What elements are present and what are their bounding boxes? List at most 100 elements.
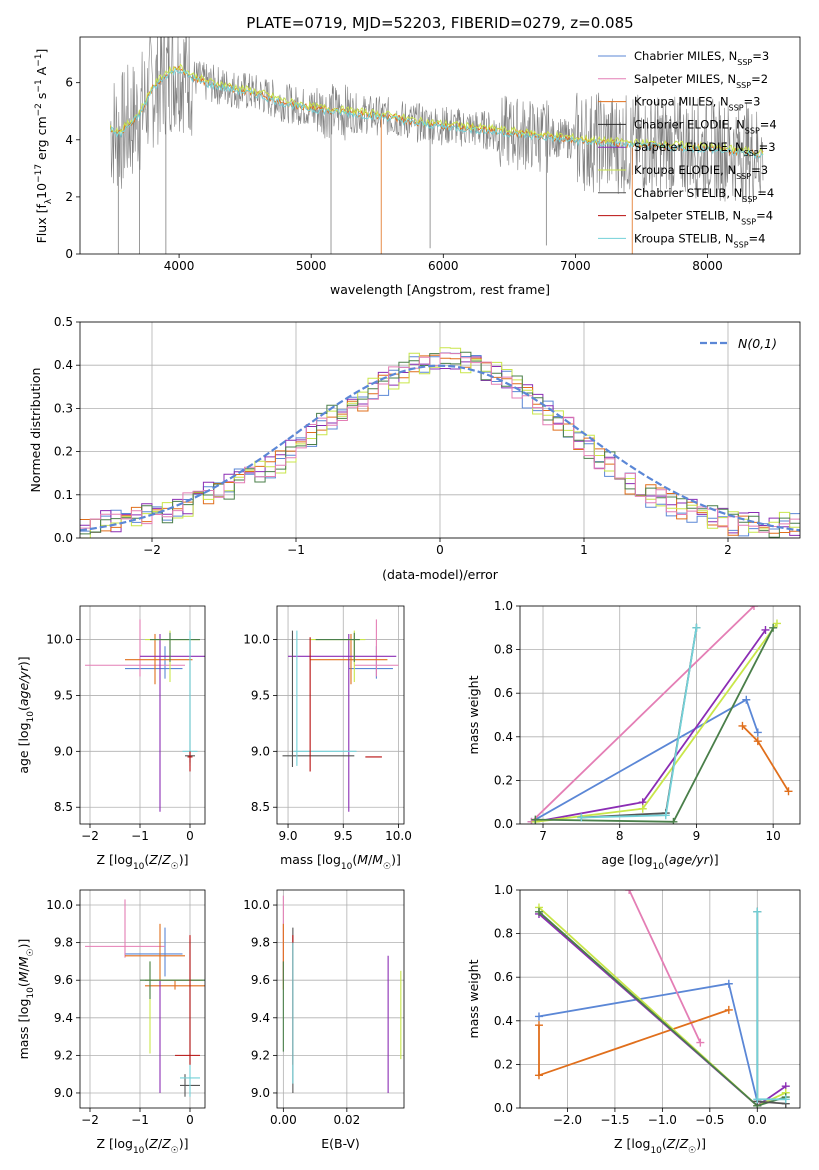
y-axis-label: Normed distribution [28, 368, 43, 493]
y-tick-label: 0.8 [494, 643, 513, 657]
y-tick-label: 9.2 [251, 1048, 270, 1062]
series-marker [738, 721, 747, 730]
series-marker [534, 1012, 543, 1021]
x-tick-label: 7 [539, 829, 547, 843]
x-axis-label: mass [log10(M/M☉)] [280, 852, 401, 872]
series-marker [753, 907, 762, 916]
series-marker [781, 1095, 790, 1104]
legend: Chabrier MILES, NSSP=3 Salpeter MILES, NS… [598, 49, 777, 249]
plot-area [534, 890, 790, 1108]
series-marker [625, 890, 634, 894]
y-tick-label: 0.3 [54, 401, 73, 415]
y-tick-label: 0.2 [494, 773, 513, 787]
legend-label: N(0,1) [738, 336, 777, 351]
axes-frame [79, 321, 801, 539]
x-tick-label: 0 [186, 829, 194, 843]
series-line [530, 606, 755, 823]
y-tick-label: 4 [65, 133, 73, 147]
x-tick-label: 0.0 [748, 1113, 767, 1127]
y-tick-label: 9.0 [251, 1086, 270, 1100]
x-tick-label: 8000 [692, 259, 723, 273]
series-marker [692, 623, 701, 632]
series-marker [534, 907, 543, 916]
x-tick-label: 9.0 [278, 829, 297, 843]
model-spectrum-line [109, 65, 764, 158]
x-axis-label: (data-model)/error [382, 567, 499, 582]
y-axis-label: mass [log10(M/M☉)] [16, 939, 36, 1060]
legend-label: Kroupa MILES, NSSP=3 [634, 95, 760, 113]
y-tick-label: 6 [65, 76, 73, 90]
plot-area [282, 619, 399, 812]
x-tick-label: −0.5 [695, 1113, 724, 1127]
x-tick-label: 4000 [164, 259, 195, 273]
axes-frame [79, 605, 206, 825]
histogram-step [80, 352, 800, 533]
series-marker [724, 979, 733, 988]
x-tick-label: −1 [287, 543, 305, 557]
series-marker [669, 817, 678, 824]
y-tick-label: 0.0 [494, 817, 513, 831]
y-tick-label: 0 [65, 247, 73, 261]
series-marker [577, 813, 586, 822]
y-axis-label: mass weight [466, 959, 481, 1038]
x-tick-label: −2 [81, 1113, 99, 1127]
y-tick-label: 0.6 [494, 970, 513, 984]
plot-area [85, 899, 205, 1097]
y-tick-label: 10.0 [243, 898, 270, 912]
residual-histogram-plot: −2 −1 0 1 2 0.0 0.1 0.2 0.3 0.4 0.5 N(0,1) (data-mod… [28, 315, 801, 582]
y-tick-label: 1.0 [494, 599, 513, 613]
y-tick-label: 0.2 [54, 445, 73, 459]
x-tick-label: 8 [616, 829, 624, 843]
y-tick-label: 0.4 [54, 358, 73, 372]
y-axis-label: Flux [fλ10−17 erg cm−2 s−1 A−1] [34, 49, 54, 244]
y-tick-label: 9.2 [54, 1048, 73, 1062]
y-tick-label: 10.0 [243, 633, 270, 647]
series-marker [661, 811, 670, 820]
series-marker [638, 804, 647, 813]
x-axis-label: Z [log10(Z/Z☉)] [614, 1136, 706, 1156]
x-tick-label: 1 [580, 543, 588, 557]
legend-label: Salpeter STELIB, NSSP=4 [634, 209, 773, 227]
normal-curve [80, 364, 800, 532]
plot-area [85, 619, 205, 812]
x-tick-label: −1 [131, 829, 149, 843]
x-tick-label: 10.0 [385, 829, 412, 843]
legend-label: Chabrier ELODIE, NSSP=4 [634, 117, 777, 135]
plot-area [282, 895, 402, 1093]
series-marker [784, 787, 793, 796]
y-tick-label: 9.4 [251, 1011, 270, 1025]
y-tick-label: 10.0 [46, 633, 73, 647]
x-axis-label: wavelength [Angstrom, rest frame] [330, 282, 550, 297]
series-marker [753, 728, 762, 737]
x-tick-label: 7000 [560, 259, 591, 273]
y-tick-label: 9.6 [54, 973, 73, 987]
axes-frame [519, 889, 801, 1109]
y-tick-label: 1.0 [494, 883, 513, 897]
x-axis-label: E(B-V) [321, 1136, 360, 1151]
legend-label: Chabrier STELIB, NSSP=4 [634, 186, 774, 204]
series-line [628, 890, 702, 1043]
y-tick-label: 9.4 [54, 1011, 73, 1025]
x-tick-label: −1 [131, 1113, 149, 1127]
legend-label: Kroupa ELODIE, NSSP=3 [634, 163, 768, 181]
x-axis-label: Z [log10(Z/Z☉)] [96, 1136, 188, 1156]
y-tick-label: 9.5 [54, 688, 73, 702]
y-tick-label: 9.5 [251, 688, 270, 702]
y-tick-label: 0.5 [54, 315, 73, 329]
series-marker [534, 1021, 543, 1030]
mass-vs-ebv-plot: 0.00 0.02 9.0 9.2 9.4 9.6 9.8 10.0 E(B-V) [243, 889, 405, 1151]
x-tick-label: 0 [186, 1113, 194, 1127]
x-tick-label: 5000 [296, 259, 327, 273]
x-tick-label: −2 [81, 829, 99, 843]
weight-vs-metallicity-plot: −2.0 −1.5 −1.0 −0.5 0.0 0.0 0.2 0.4 0.6 0.8 1.0 Z [… [466, 883, 801, 1156]
y-axis-label: age [log10(age/yr)] [16, 656, 36, 773]
observed-spectrum-line [110, 37, 764, 205]
y-tick-label: 9.8 [54, 936, 73, 950]
series-marker [749, 606, 758, 610]
age-vs-mass-plot: 9.0 9.5 10.0 8.5 9.0 9.5 10.0 mass [log10(M/M☉)… [243, 605, 412, 872]
series-marker [753, 1095, 762, 1104]
y-tick-label: 0.4 [494, 1014, 513, 1028]
y-axis-label: mass weight [466, 675, 481, 754]
axes-frame [276, 889, 405, 1109]
